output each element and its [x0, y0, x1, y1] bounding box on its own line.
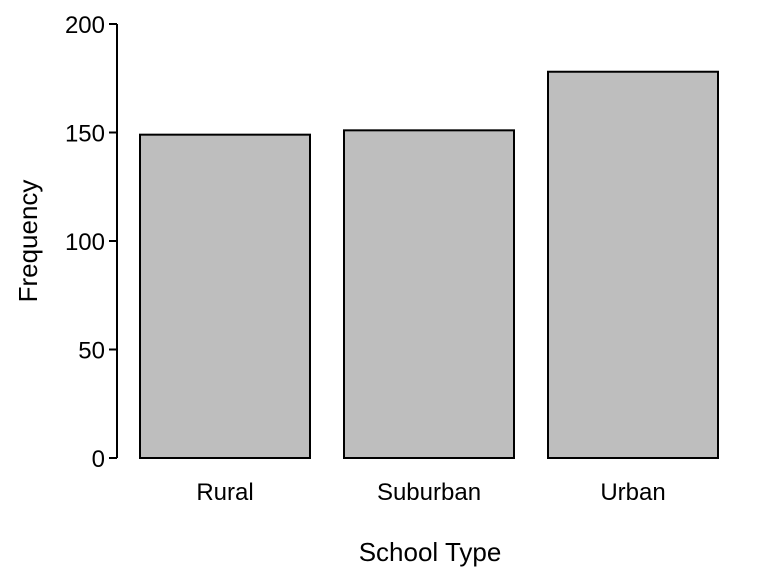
y-tick-label: 200 [65, 12, 105, 39]
y-tick-label: 150 [65, 121, 105, 148]
x-axis-labels: Rural Suburban Urban [196, 479, 665, 506]
x-tick-label: Rural [196, 479, 253, 506]
y-axis-title: Frequency [13, 180, 43, 303]
y-tick-label: 0 [92, 446, 105, 473]
bar-suburban [343, 129, 515, 460]
y-tick-label: 50 [78, 338, 105, 365]
y-axis: 0 50 100 150 200 [65, 12, 118, 473]
x-axis-title: School Type [359, 537, 502, 567]
x-tick-label: Suburban [377, 479, 481, 506]
bars [139, 70, 719, 460]
bar-rural [139, 133, 311, 459]
bar-urban [547, 70, 719, 460]
y-tick-label: 100 [65, 229, 105, 256]
x-tick-label: Urban [600, 479, 665, 506]
